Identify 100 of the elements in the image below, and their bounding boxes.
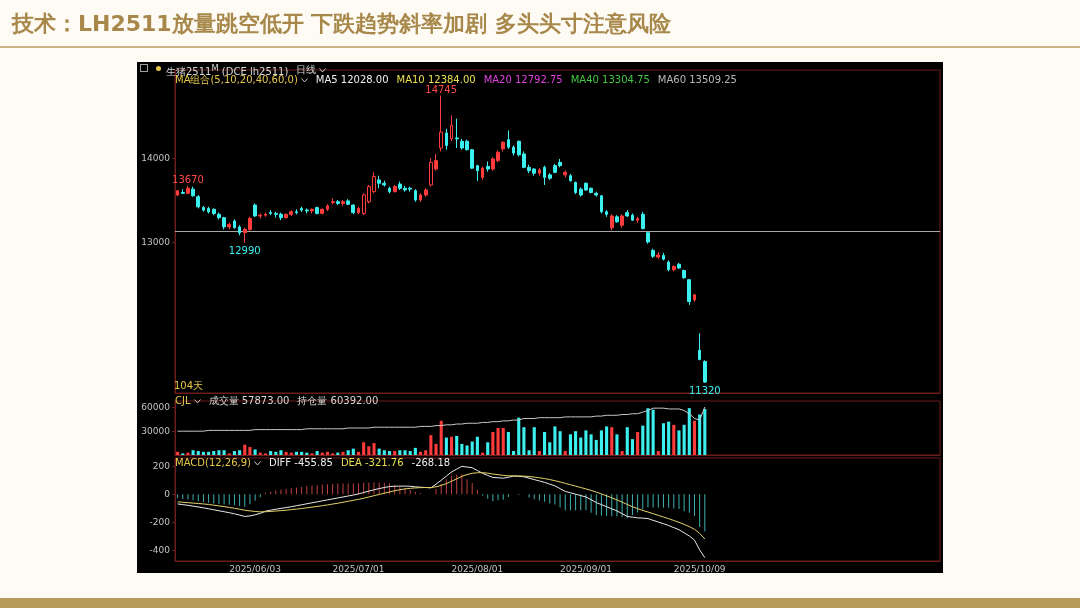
annotation: -268.18 [411, 457, 451, 469]
candlestick [687, 278, 691, 306]
candlestick [548, 172, 552, 181]
bar [413, 447, 417, 455]
bar [574, 431, 578, 455]
y-tick-label: 0 [164, 489, 171, 500]
bar [393, 451, 397, 455]
annotation: MA40 13304.75 [570, 74, 650, 86]
candlestick [191, 186, 195, 198]
candlestick [662, 252, 665, 261]
annotation: CJL [175, 395, 191, 407]
candlestick [310, 207, 314, 214]
candlestick [563, 170, 567, 178]
bar [522, 427, 526, 455]
bar [599, 430, 603, 455]
candlestick [651, 248, 655, 259]
bar [517, 417, 521, 455]
bar [274, 451, 278, 455]
y-tick-label: 60000 [141, 402, 171, 413]
bar [512, 451, 516, 455]
candlestick [305, 207, 309, 214]
candlestick [331, 197, 335, 205]
candlestick [476, 164, 479, 182]
candlestick [450, 114, 453, 142]
annotation: 12990 [228, 244, 261, 256]
bar [439, 420, 443, 455]
annotation: DEA -321.76 [340, 457, 404, 469]
candlestick [594, 191, 598, 198]
bar [651, 409, 655, 455]
bar [620, 451, 624, 455]
annotation: MA10 12384.00 [396, 74, 476, 85]
bar [698, 414, 702, 455]
candlestick [538, 167, 541, 177]
bar [656, 451, 660, 455]
candlestick [615, 214, 619, 224]
bar [558, 431, 562, 455]
bar [434, 443, 438, 455]
bar [563, 451, 567, 455]
bar [238, 450, 242, 455]
bar [584, 430, 588, 455]
bar [486, 442, 490, 455]
candlestick [196, 194, 200, 209]
y-tick-label: -200 [149, 517, 171, 528]
bar [377, 448, 381, 455]
x-tick-label: 2025/10/09 [673, 563, 726, 574]
bar [470, 441, 474, 455]
candlestick [574, 181, 577, 195]
bar [537, 451, 541, 455]
bar [636, 431, 640, 455]
bar [253, 449, 257, 455]
bar [372, 443, 376, 455]
candlestick [207, 206, 210, 214]
candlestick [656, 251, 660, 260]
bar [460, 443, 464, 455]
y-tick-label: 14000 [141, 153, 171, 164]
bar [217, 450, 221, 455]
bar [610, 427, 614, 455]
candlestick [507, 129, 510, 150]
candlestick [620, 213, 624, 229]
candlestick [636, 216, 639, 224]
candlestick [336, 199, 340, 206]
y-tick-label: -400 [149, 544, 171, 555]
bar [351, 448, 355, 455]
bar [444, 437, 448, 455]
candlestick [605, 209, 608, 218]
bar [212, 451, 216, 455]
bar [207, 451, 211, 455]
bar [346, 450, 350, 455]
bar [294, 451, 299, 455]
bar [687, 408, 691, 455]
candlestick [388, 186, 391, 194]
bar [362, 442, 366, 455]
candlestick [677, 262, 681, 270]
bar [532, 427, 536, 455]
candlestick [258, 212, 262, 219]
bar [382, 450, 386, 455]
candlestick [181, 188, 185, 195]
candlestick [641, 211, 645, 230]
candlestick [238, 224, 241, 236]
candlestick [414, 188, 417, 203]
bar [579, 437, 583, 455]
bar [222, 450, 226, 455]
bar [429, 435, 433, 455]
bar [630, 439, 634, 455]
annotation: 持仓量 60392.00 [297, 395, 379, 407]
y-tick-label: 30000 [141, 426, 171, 437]
bar [408, 451, 412, 455]
candlestick [501, 140, 505, 152]
bar [356, 451, 361, 455]
candlestick [202, 205, 205, 213]
candlestick [445, 128, 448, 151]
bar [367, 446, 371, 455]
bar [449, 436, 454, 455]
bar [589, 434, 593, 455]
candlestick [227, 222, 231, 230]
bar [672, 424, 676, 455]
annotation: 14745 [425, 83, 458, 95]
annotation: 104天 [174, 380, 204, 392]
annotation: MACD(12,26,9) [175, 457, 251, 469]
candlestick [610, 213, 614, 231]
